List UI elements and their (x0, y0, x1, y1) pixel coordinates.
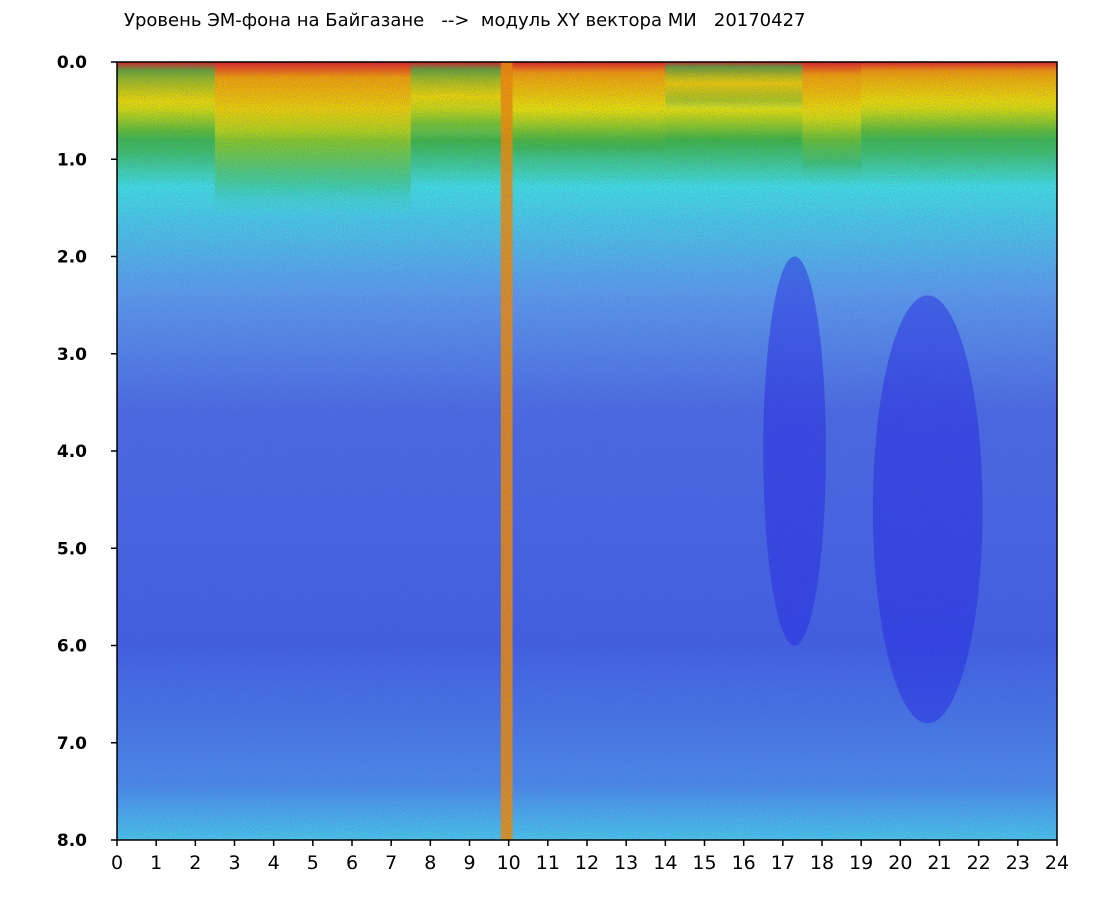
x-tick-label: 6 (346, 852, 358, 874)
x-tick-label: 0 (111, 852, 123, 874)
x-tick-label: 17 (771, 852, 795, 874)
x-tick-label: 19 (849, 852, 873, 874)
x-tick-label: 23 (1006, 852, 1030, 874)
x-tick-label: 2 (189, 852, 201, 874)
x-tick-label: 15 (692, 852, 716, 874)
x-tick-label: 24 (1045, 852, 1069, 874)
x-tick-label: 10 (497, 852, 521, 874)
x-tick-label: 14 (653, 852, 677, 874)
x-tick-label: 21 (927, 852, 951, 874)
heatmap-noise (117, 62, 1057, 840)
y-tick-label: 8.0 (57, 831, 87, 851)
y-tick-label: 1.0 (57, 150, 87, 170)
x-tick-label: 22 (967, 852, 991, 874)
x-tick-label: 8 (424, 852, 436, 874)
x-axis: 0 1 2 3 4 5 6 7 8 9 10 11 12 13 14 15 16 17 18 19 20 21 22 23 24 (111, 840, 1069, 874)
x-tick-label: 11 (536, 852, 560, 874)
x-tick-label: 4 (268, 852, 280, 874)
y-tick-label: 5.0 (57, 539, 87, 559)
y-tick-label: 0.0 (57, 53, 87, 73)
y-tick-label: 3.0 (57, 345, 87, 365)
x-tick-label: 3 (228, 852, 240, 874)
x-tick-label: 12 (575, 852, 599, 874)
y-tick-label: 4.0 (57, 442, 87, 462)
x-tick-label: 7 (385, 852, 397, 874)
chart-title: Уровень ЭМ-фона на Байгазане --> модуль … (124, 10, 806, 31)
x-tick-label: 18 (810, 852, 834, 874)
x-tick-label: 13 (614, 852, 638, 874)
y-tick-label: 7.0 (57, 734, 87, 754)
y-tick-label: 2.0 (57, 248, 87, 268)
y-axis: 0.0 1.0 2.0 3.0 4.0 5.0 6.0 7.0 8.0 (57, 53, 117, 851)
x-tick-label: 9 (463, 852, 475, 874)
y-tick-label: 6.0 (57, 637, 87, 657)
x-tick-label: 5 (307, 852, 319, 874)
x-tick-label: 1 (150, 852, 162, 874)
plot-area (117, 62, 1057, 840)
x-tick-label: 20 (888, 852, 912, 874)
x-tick-label: 16 (732, 852, 756, 874)
